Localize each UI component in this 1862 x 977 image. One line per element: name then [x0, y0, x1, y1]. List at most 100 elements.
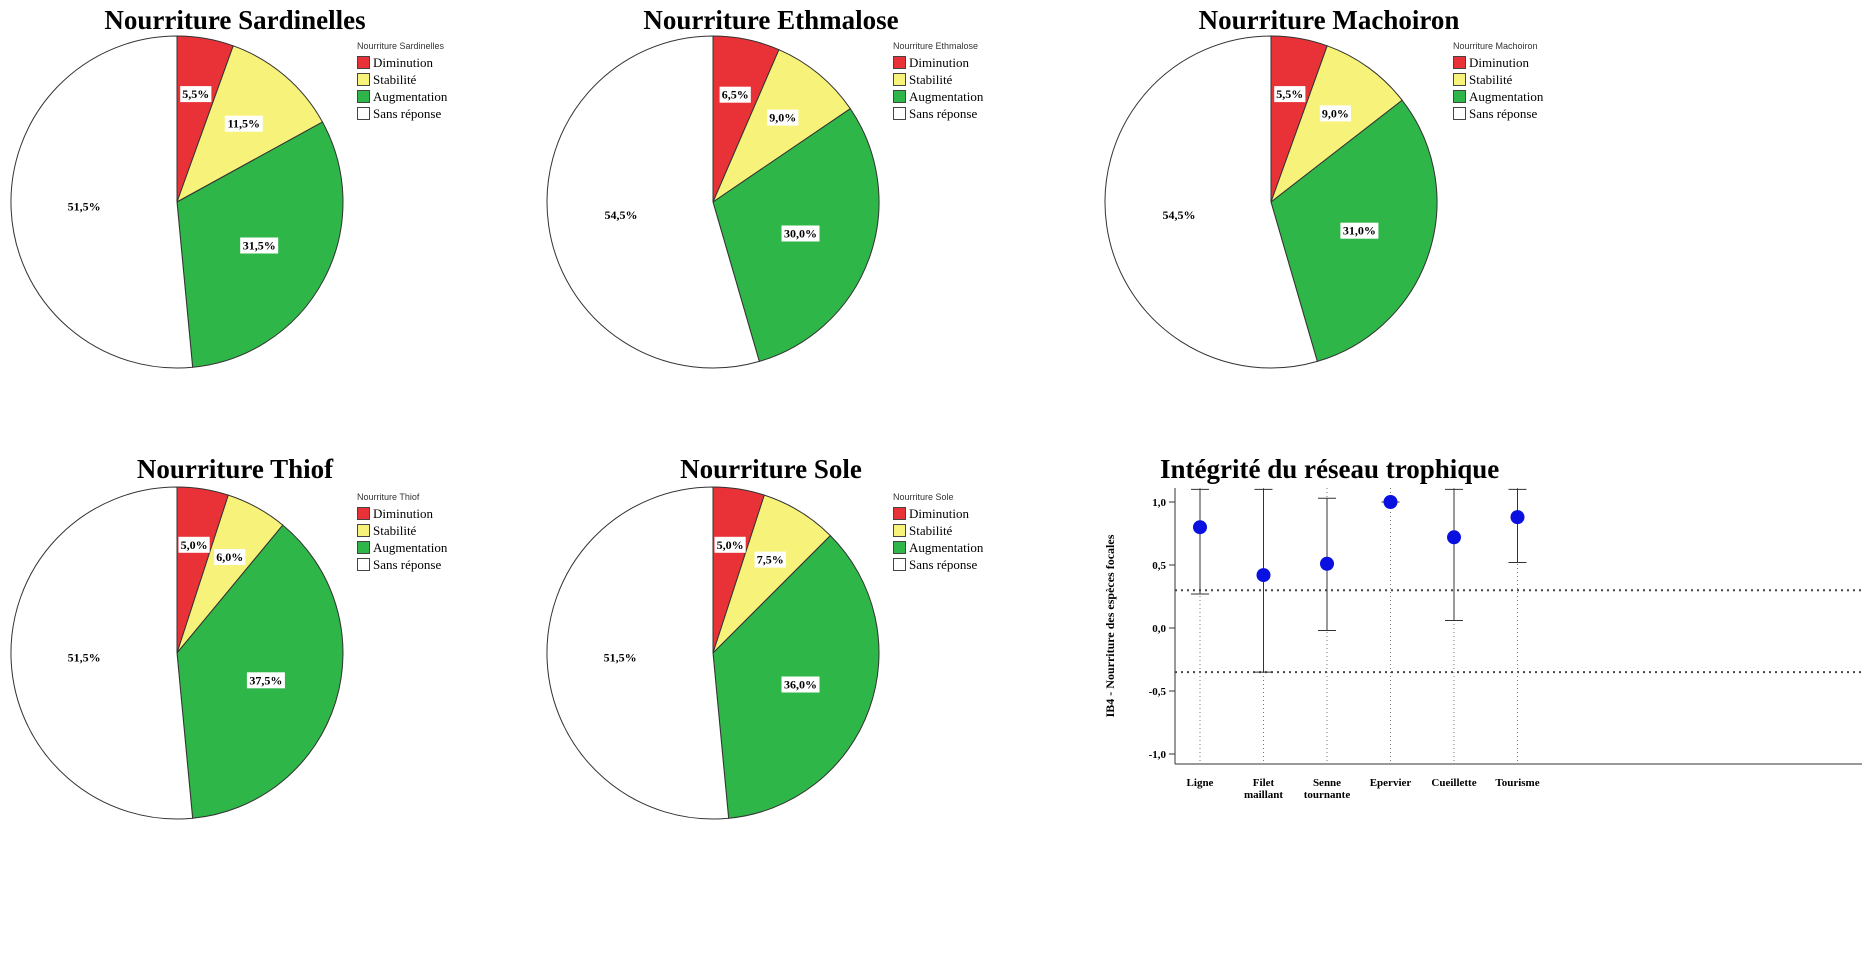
legend-item-stabilite: Stabilité — [893, 522, 983, 539]
chart-title: Nourriture Ethmalose — [643, 5, 899, 35]
slice-label: 51,5% — [68, 199, 101, 213]
svg-text:51,5%: 51,5% — [604, 650, 637, 664]
slice-sans-reponse — [10, 486, 194, 820]
y-tick-label: -0,5 — [1149, 686, 1167, 698]
legend-item-augmentation: Augmentation — [357, 88, 447, 105]
x-tick-label: Tourisme — [1495, 777, 1539, 789]
slice-label: 31,0% — [1340, 222, 1379, 239]
chart-title: Intégrité du réseau trophique — [1160, 454, 1500, 484]
slice-sans-reponse — [10, 35, 194, 369]
legend-item-sans-reponse: Sans réponse — [893, 556, 983, 573]
svg-text:9,0%: 9,0% — [769, 111, 796, 125]
legend-item-augmentation: Augmentation — [1453, 88, 1543, 105]
svg-text:9,0%: 9,0% — [1322, 106, 1349, 120]
legend-swatch — [893, 107, 906, 120]
pie-chart-ethmalose: 6,5% 9,0% 30,0% 54,5% — [546, 35, 880, 369]
svg-text:30,0%: 30,0% — [784, 227, 817, 241]
slice-label: 5,0% — [178, 536, 210, 553]
slice-stabilite — [1269, 45, 1403, 204]
y-axis-label: IB4 - Nourriture des espèces focales — [1103, 534, 1117, 717]
y-tick-label: 0,0 — [1152, 623, 1166, 635]
mean-point — [1320, 556, 1334, 571]
slice-label: 5,0% — [714, 536, 746, 553]
pie-panel-machoiron: Nourriture Machoiron 5,5% 9,0% 31,0% 54,5% … — [1094, 0, 1714, 440]
errorbar-chart: -1,0 -0,5 0,0 0,5 1,0 IB4 - Nourriture des es… — [1103, 488, 1862, 801]
errorbar-panel: Intégrité du réseau trophique -1,0 -0,5 0,… — [1090, 452, 1862, 977]
chart-legend: Nourriture Sardinelles Diminution Stabil… — [357, 41, 447, 122]
legend-swatch — [1453, 56, 1466, 69]
svg-text:5,5%: 5,5% — [1276, 87, 1303, 101]
legend-swatch — [357, 56, 370, 69]
legend-item-augmentation: Augmentation — [893, 88, 983, 105]
legend-title: Nourriture Sardinelles — [357, 41, 445, 51]
slice-label: 5,5% — [1274, 86, 1306, 103]
legend-item-stabilite: Stabilité — [357, 71, 447, 88]
pie-chart-sardinelles: 5,5% 11,5% 31,5% 51,5% — [10, 35, 344, 369]
mean-point — [1510, 510, 1525, 525]
legend-swatch — [357, 73, 370, 86]
legend-item-stabilite: Stabilité — [357, 522, 447, 539]
svg-text:7,5%: 7,5% — [757, 553, 784, 567]
slice-label: 6,0% — [214, 549, 246, 565]
chart-title: Nourriture Machoiron — [1198, 5, 1460, 35]
slice-sans-reponse — [1104, 35, 1318, 369]
slice-augmentation — [176, 524, 344, 819]
mean-point — [1383, 495, 1398, 509]
legend-swatch — [893, 73, 906, 86]
legend-title: Nourriture Sole — [893, 492, 954, 502]
slice-label: 54,5% — [605, 208, 638, 222]
slice-label: 51,5% — [68, 650, 101, 664]
svg-text:36,0%: 36,0% — [784, 678, 817, 692]
legend-swatch — [893, 56, 906, 69]
legend-item-sans-reponse: Sans réponse — [1453, 105, 1543, 122]
svg-text:54,5%: 54,5% — [605, 208, 638, 222]
slice-label: 54,5% — [1163, 208, 1196, 222]
pie-chart-sole: 5,0% 7,5% 36,0% 51,5% — [546, 486, 880, 820]
chart-legend: Nourriture Ethmalose Diminution Stabilit… — [893, 41, 983, 122]
pie-panel-thiof: Nourriture Thiof 5,0% 6,0% 37,5% 51,5% Nour… — [0, 452, 620, 892]
svg-text:31,5%: 31,5% — [243, 239, 276, 253]
legend-swatch — [893, 90, 906, 103]
slice-label: 9,0% — [1319, 105, 1351, 122]
svg-text:6,5%: 6,5% — [722, 88, 749, 102]
legend-item-stabilite: Stabilité — [893, 71, 983, 88]
pie-panel-sole: Nourriture Sole 5,0% 7,5% 36,0% 51,5% Nourr… — [536, 452, 1156, 892]
legend-swatch — [893, 507, 906, 520]
slice-label: 7,5% — [754, 551, 786, 568]
legend-item-augmentation: Augmentation — [357, 539, 447, 556]
y-tick-label: -1,0 — [1149, 749, 1167, 761]
x-tick-label: Senne tournante — [1304, 777, 1351, 801]
svg-text:31,0%: 31,0% — [1343, 224, 1376, 238]
legend-swatch — [1453, 90, 1466, 103]
legend-title: Nourriture Machoiron — [1453, 41, 1538, 51]
legend-item-diminution: Diminution — [357, 54, 447, 71]
svg-text:5,0%: 5,0% — [181, 538, 208, 552]
x-tick-label: Ligne — [1187, 777, 1214, 789]
chart-legend: Nourriture Sole Diminution Stabilité Aug… — [893, 492, 983, 573]
pie-chart-machoiron: 5,5% 9,0% 31,0% 54,5% — [1104, 35, 1438, 369]
slice-label: 9,0% — [767, 109, 799, 126]
legend-swatch — [357, 107, 370, 120]
legend-swatch — [357, 541, 370, 554]
legend-swatch — [893, 524, 906, 537]
legend-item-augmentation: Augmentation — [893, 539, 983, 556]
legend-swatch — [357, 524, 370, 537]
pie-chart-thiof: 5,0% 6,0% 37,5% 51,5% — [10, 486, 344, 820]
svg-text:5,5%: 5,5% — [182, 87, 209, 101]
slice-sans-reponse — [546, 35, 760, 369]
slice-stabilite — [711, 48, 851, 204]
legend-swatch — [357, 90, 370, 103]
x-tick-label: Epervier — [1370, 777, 1412, 789]
mean-point — [1256, 568, 1271, 583]
chart-title: Nourriture Sardinelles — [104, 5, 366, 35]
svg-text:11,5%: 11,5% — [228, 117, 260, 131]
chart-title: Nourriture Thiof — [136, 454, 334, 484]
legend-item-diminution: Diminution — [893, 505, 983, 522]
svg-text:6,0%: 6,0% — [216, 550, 243, 564]
x-tick-label: Filet maillant — [1244, 777, 1283, 801]
slice-sans-reponse — [546, 486, 730, 820]
slice-label: 6,5% — [719, 86, 751, 103]
mean-point — [1193, 520, 1207, 535]
legend-swatch — [893, 541, 906, 554]
legend-item-diminution: Diminution — [893, 54, 983, 71]
